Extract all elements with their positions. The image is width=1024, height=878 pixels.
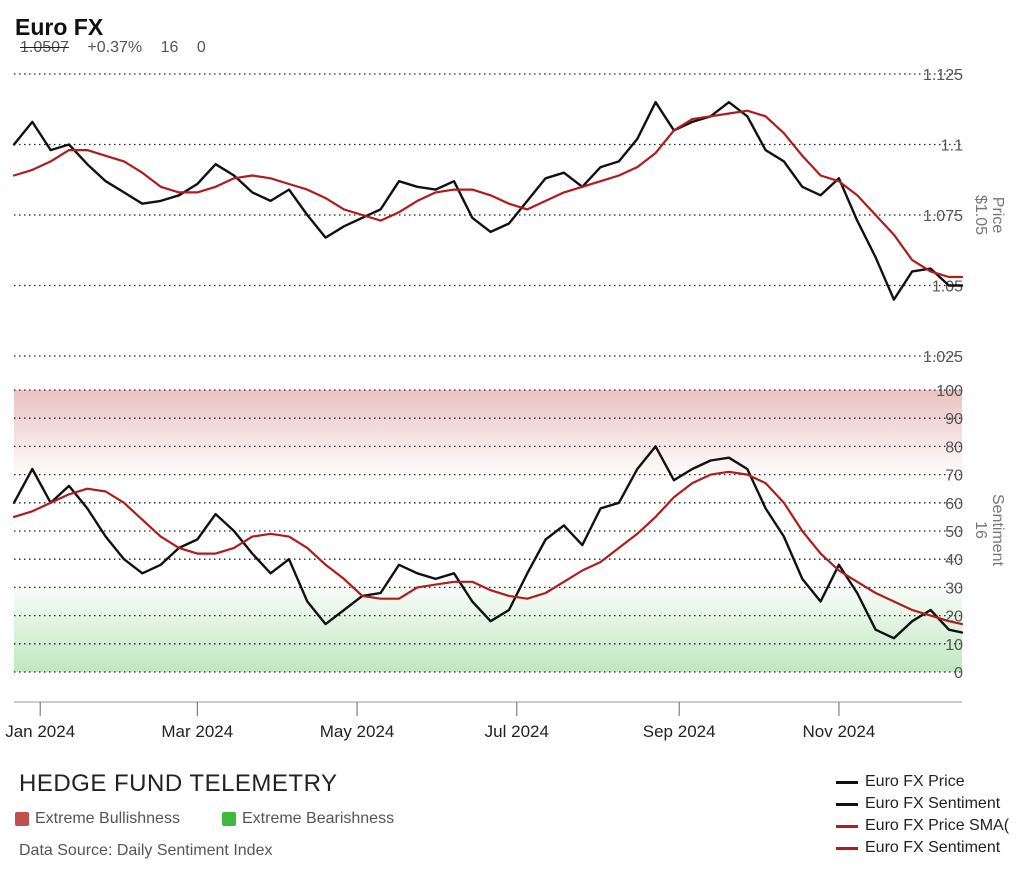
legend-item-sentiment-sma[interactable]: Euro FX Sentiment [836,837,1024,859]
x-tick-label: May 2024 [320,722,395,741]
legend-label: Euro FX Sentiment [865,839,1001,856]
extreme-bearish-key: Extreme Bearishness [222,810,394,828]
legend-label: Euro FX Price [865,773,965,790]
sentiment-tick-label: 90 [945,411,963,428]
price-axis-value: $1.05 [972,195,989,235]
legend: Euro FX Price Euro FX Sentiment Euro FX … [836,771,1024,859]
legend-item-price-sma[interactable]: Euro FX Price SMA( [836,815,1024,837]
legend-label: Euro FX Price SMA( [865,817,1010,834]
extreme-bullish-label: Extreme Bullishness [35,810,180,827]
legend-swatch [836,846,858,850]
price-axis-name: Price [989,197,1006,234]
sentiment-tick-label: 30 [945,580,963,597]
legend-swatch [836,824,858,828]
last-price: 1.0507 [20,39,69,56]
price-tick-label: 1.075 [923,208,963,225]
extreme-bearish-label: Extreme Bearishness [242,810,395,827]
sentiment-axis-name: Sentiment [989,494,1006,567]
sentiment-value: 16 [160,39,179,56]
x-tick-label: Sep 2024 [643,722,716,741]
legend-label: Euro FX Sentiment [865,795,1001,812]
x-tick-label: Nov 2024 [803,722,876,741]
sentiment-sma-line [12,470,964,626]
sentiment-tick-label: 0 [954,665,963,682]
bearish-swatch [222,812,236,826]
sentiment-tick-label: 80 [945,439,963,456]
sentiment-axis-value: 16 [972,521,989,539]
extreme-bullish-key: Extreme Bullishness [15,810,180,828]
sentiment-tick-label: 70 [945,468,963,485]
price-tick-label: 1.05 [932,279,963,296]
sentiment-tick-label: 100 [936,383,963,400]
price-axis-title: Price$1.05 [972,195,1006,235]
bullish-swatch [15,812,29,826]
x-tick-label: Jul 2024 [485,722,549,741]
price-sma-line [12,109,964,279]
sentiment-tick-label: 40 [945,552,963,569]
extreme-bearish-zone [14,587,962,672]
price-series-line [12,100,964,301]
sentiment-tick-label: 50 [945,524,963,541]
other-value: 0 [196,39,206,56]
legend-item-price[interactable]: Euro FX Price [836,771,1024,793]
sentiment-tick-label: 60 [945,496,963,513]
x-tick-label: Mar 2024 [161,722,233,741]
price-change: +0.37% [87,39,143,56]
price-tick-label: 1.1 [941,138,963,155]
legend-swatch [836,780,858,784]
chart-canvas: 1.0251.051.0751.11.125010203040506070809… [5,67,1006,741]
data-source: Data Source: Daily Sentiment Index [19,842,273,859]
header-stats: 1.0507 +0.37% 16 0 [20,39,220,57]
price-tick-label: 1.025 [923,349,963,366]
sentiment-tick-label: 10 [945,637,963,654]
price-tick-label: 1.125 [923,67,963,84]
legend-swatch [836,802,858,806]
chart-title: Euro FX [15,14,104,40]
sentiment-series-line [12,445,964,640]
brand-name: HEDGE FUND TELEMETRY [19,770,338,797]
legend-item-sentiment[interactable]: Euro FX Sentiment [836,793,1024,815]
extreme-bullish-zone [14,390,962,475]
x-tick-label: Jan 2024 [5,722,75,741]
